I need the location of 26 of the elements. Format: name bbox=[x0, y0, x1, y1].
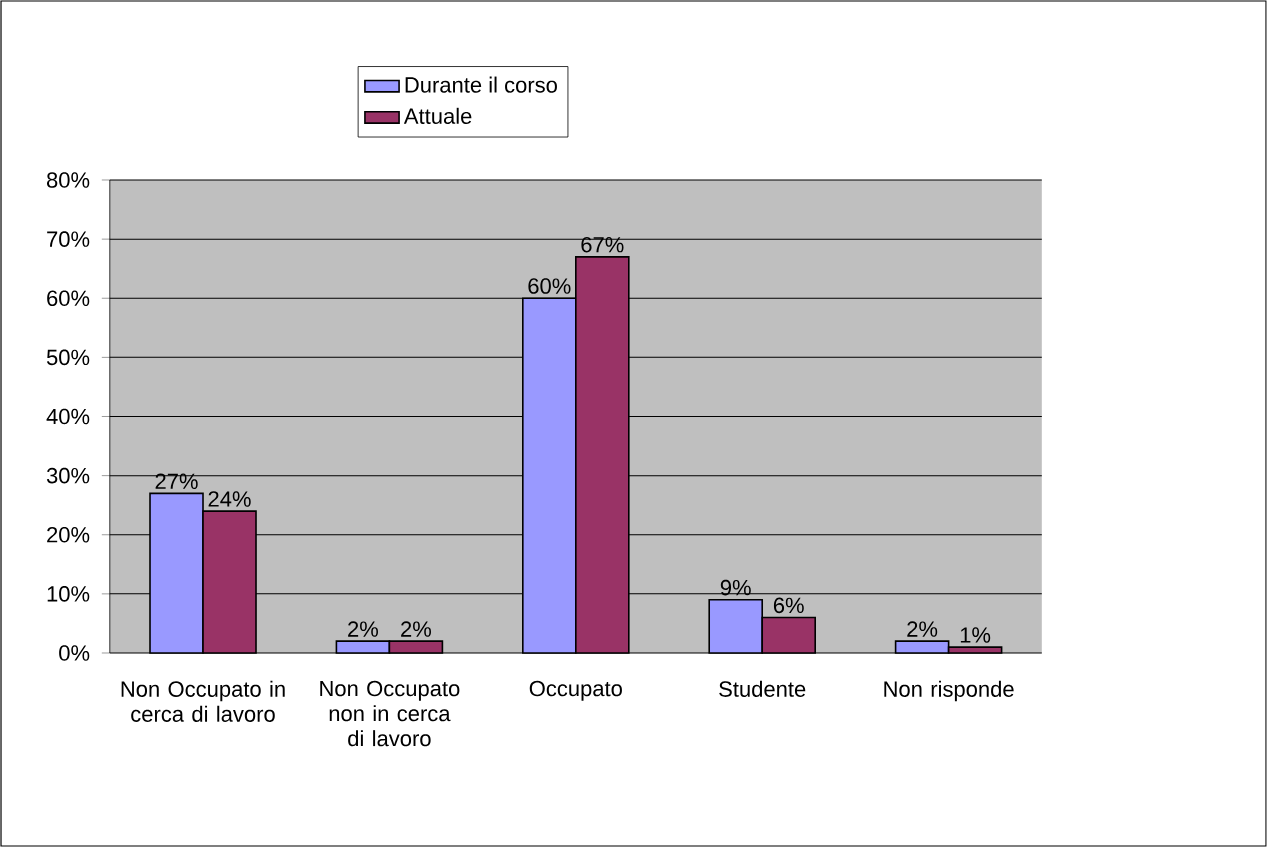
data-label: 6% bbox=[773, 597, 804, 614]
data-label: 27% bbox=[155, 473, 198, 489]
data-label: 2% bbox=[348, 621, 378, 637]
x-tick-label: Non Occupato non in cerca di lavoro bbox=[320, 680, 460, 747]
data-label: 1% bbox=[960, 627, 991, 643]
x-tick-label: Studente bbox=[719, 680, 806, 697]
data-label: 9% bbox=[720, 579, 751, 596]
x-tick-label: Occupato bbox=[529, 680, 622, 701]
y-tick-label: 80% bbox=[46, 172, 90, 188]
y-tick-label: 50% bbox=[46, 349, 90, 366]
legend-label: Durante il corso bbox=[405, 76, 557, 93]
y-tick-label: 0% bbox=[59, 645, 90, 661]
x-tick-label: Non Occupato in cerca di lavoro bbox=[121, 680, 285, 722]
y-tick-label: 30% bbox=[46, 467, 90, 484]
legend-label: Attuale bbox=[403, 107, 472, 124]
data-label: 2% bbox=[907, 621, 938, 637]
data-label: 2% bbox=[401, 621, 431, 637]
data-label: 60% bbox=[528, 278, 571, 294]
y-tick-label: 10% bbox=[47, 586, 90, 602]
y-tick-label: 70% bbox=[47, 231, 90, 247]
data-label: 67% bbox=[581, 236, 624, 253]
y-tick-label: 60% bbox=[47, 290, 90, 307]
y-tick-label: 40% bbox=[46, 408, 90, 425]
data-label: 24% bbox=[208, 491, 251, 507]
x-tick-label: Non risponde bbox=[884, 680, 1014, 702]
y-tick-label: 20% bbox=[47, 526, 90, 543]
